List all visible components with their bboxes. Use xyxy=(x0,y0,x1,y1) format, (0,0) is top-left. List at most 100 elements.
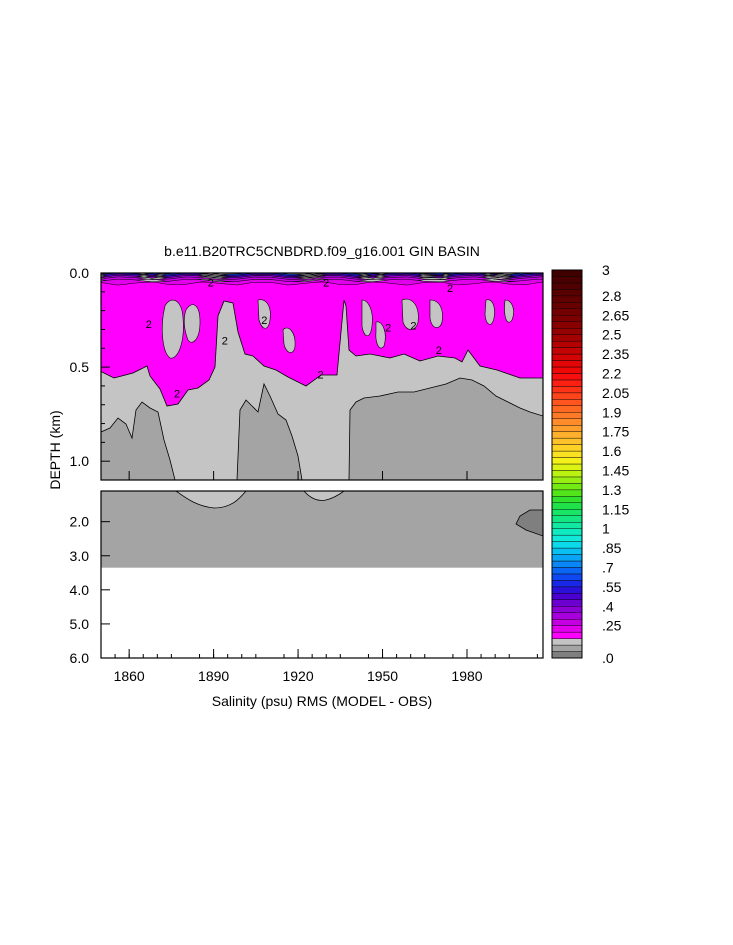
colorbar-box xyxy=(551,631,583,639)
colorbar-box xyxy=(551,444,583,452)
colorbar-label: 2.35 xyxy=(602,346,629,362)
contour-label: 2 xyxy=(174,388,180,400)
colorbar-box xyxy=(551,580,583,588)
upper-panel xyxy=(101,273,543,480)
colorbar-box xyxy=(551,302,583,310)
colorbar-label: 3 xyxy=(602,262,610,278)
y-tick-label: 2.0 xyxy=(70,514,90,530)
colorbar-box xyxy=(551,470,583,478)
gray-hole xyxy=(504,299,514,323)
contour-label: 2 xyxy=(385,323,391,335)
x-tick-label: 1890 xyxy=(198,668,229,684)
x-tick-label: 1860 xyxy=(114,668,145,684)
colorbar-box xyxy=(551,425,583,432)
gray-hole xyxy=(401,298,419,330)
colorbar-box xyxy=(551,334,583,342)
y-tick-label: 0.5 xyxy=(70,359,90,375)
colorbar-label: .7 xyxy=(602,559,614,575)
colorbar-box xyxy=(551,560,583,568)
colorbar-label: 2.8 xyxy=(602,288,622,304)
colorbar-box xyxy=(551,619,583,626)
colorbar-label: 2.2 xyxy=(602,365,622,381)
x-axis-label: Salinity (psu) RMS (MODEL - OBS) xyxy=(212,693,432,709)
y-tick-label: 4.0 xyxy=(70,582,90,598)
colorbar-box xyxy=(551,360,583,368)
colorbar-box xyxy=(551,386,583,394)
colorbar-label: 2.65 xyxy=(602,307,629,323)
lower-panel xyxy=(101,491,543,658)
colorbar-box xyxy=(551,599,583,607)
colorbar-label: 1.9 xyxy=(602,404,622,420)
y-tick-label: 3.0 xyxy=(70,548,90,564)
darkest-region xyxy=(515,509,543,537)
gray-hole xyxy=(484,299,495,325)
chart-title: b.e11.B20TRC5CNBDRD.f09_g16.001 GIN BASI… xyxy=(164,243,480,259)
colorbar-box xyxy=(551,638,583,646)
colorbar-box xyxy=(551,573,583,581)
colorbar-box xyxy=(551,528,583,536)
gray-hole xyxy=(183,304,201,343)
colorbar-label: .85 xyxy=(602,540,622,556)
upper-frame xyxy=(100,272,544,481)
colorbar-box xyxy=(551,347,583,355)
y-tick-label: 1.0 xyxy=(70,453,90,469)
colorbar-box xyxy=(551,308,583,316)
low-rms-region xyxy=(348,377,543,480)
gray-hole xyxy=(429,299,443,328)
low-rms-region xyxy=(236,382,303,480)
colorbar-label: 1 xyxy=(602,521,610,537)
x-tick-label: 1980 xyxy=(451,668,482,684)
colorbar-label: 1.75 xyxy=(602,424,629,440)
surface-band xyxy=(101,278,543,286)
y-tick-label: 6.0 xyxy=(70,650,90,666)
x-tick-label: 1920 xyxy=(282,668,313,684)
colorbar-box xyxy=(551,457,583,465)
low-rms-region xyxy=(101,401,176,480)
colorbar-label: 2.5 xyxy=(602,327,622,343)
colorbar-box xyxy=(551,340,583,348)
colorbar-box xyxy=(551,366,583,374)
y-tick-label: 5.0 xyxy=(70,616,90,632)
colorbar-label: .55 xyxy=(602,579,622,595)
colorbar-box xyxy=(551,567,583,575)
colorbar-box xyxy=(551,276,583,284)
colorbar-box xyxy=(551,405,583,413)
colorbar-label: 1.15 xyxy=(602,501,629,517)
contour-label: 2 xyxy=(318,370,324,382)
colorbar-label: 1.3 xyxy=(602,482,622,498)
colorbar-box xyxy=(551,644,583,652)
colorbar-box xyxy=(551,515,583,523)
colorbar-box xyxy=(551,399,583,407)
gray-hole xyxy=(361,299,373,337)
gray-hole xyxy=(257,299,271,329)
colorbar: 3 2.8 2.65 2.5 2.35 2.2 2.05 1.9 1.75 1.6 1.45 1.3 1… xyxy=(551,262,629,666)
contour-labels: 2 2 2 2 2 2 2 2 2 2 2 xyxy=(146,277,453,400)
contour-label: 2 xyxy=(410,321,416,333)
x-tick-label: 1950 xyxy=(367,668,398,684)
y-tick-label: 0.0 xyxy=(70,265,90,281)
colorbar-box xyxy=(551,437,583,445)
colorbar-box xyxy=(551,392,583,400)
colorbar-box xyxy=(551,496,583,504)
colorbar-label: .0 xyxy=(602,650,614,666)
colorbar-label: 2.05 xyxy=(602,385,629,401)
colorbar-box xyxy=(551,541,583,549)
contour-label: 2 xyxy=(222,336,228,348)
colorbar-box xyxy=(551,483,583,491)
colorbar-box xyxy=(551,282,583,290)
contour-label: 2 xyxy=(146,319,152,331)
colorbar-box xyxy=(551,295,583,303)
colorbar-box xyxy=(551,418,583,426)
contour-label: 2 xyxy=(323,277,329,289)
colorbar-box xyxy=(551,534,583,542)
colorbar-box xyxy=(551,489,583,497)
colorbar-box xyxy=(551,476,583,484)
colorbar-box xyxy=(551,651,583,659)
colorbar-box xyxy=(551,606,583,613)
colorbar-box xyxy=(551,547,583,555)
light-gray-intrusion xyxy=(175,491,247,509)
lower-frame xyxy=(100,490,544,659)
colorbar-box xyxy=(551,315,583,322)
colorbar-box xyxy=(551,509,583,516)
contour-label: 2 xyxy=(208,277,214,289)
